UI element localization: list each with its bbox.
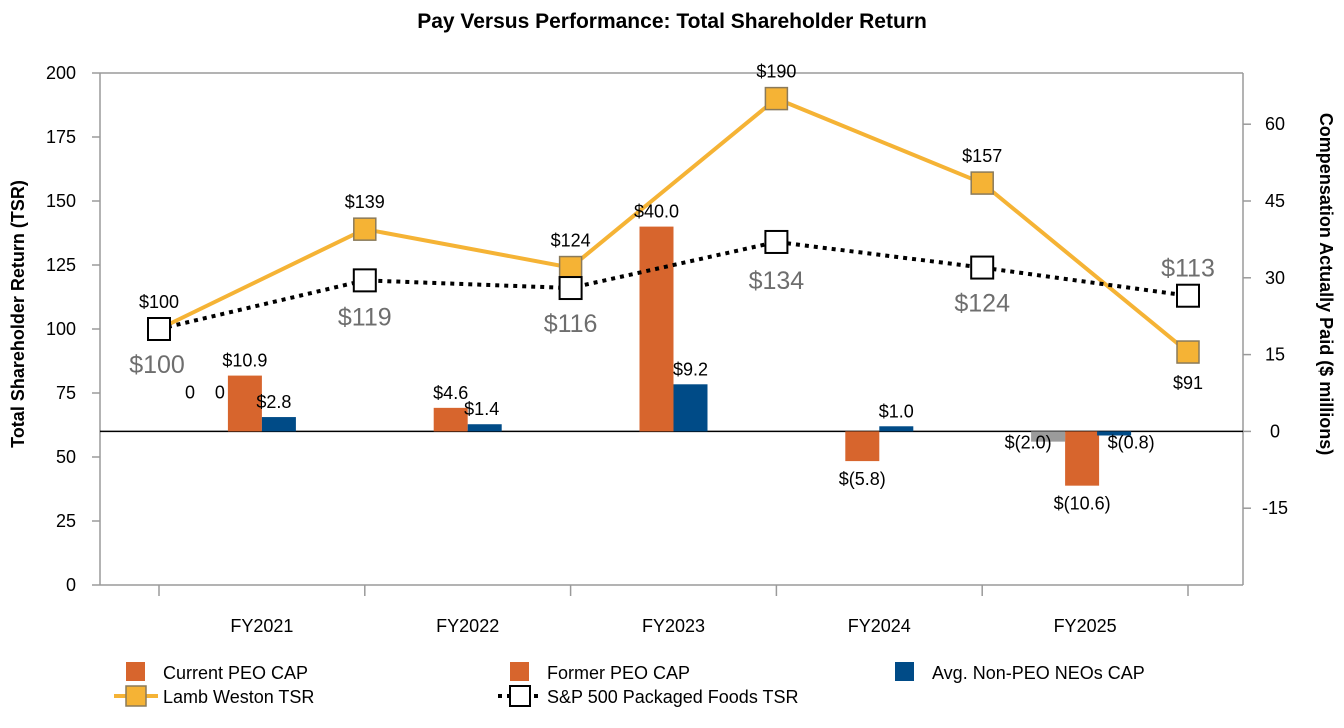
bar-data-label: $9.2 <box>673 359 708 379</box>
sp500-tsr-label: $116 <box>544 310 598 338</box>
lamb-weston-tsr-point <box>970 171 994 195</box>
x-tick-label: FY2022 <box>436 616 499 636</box>
bar-layer <box>227 226 1132 486</box>
legend-swatch <box>126 662 145 681</box>
lamb-weston-tsr-line <box>158 96 1190 354</box>
y2-tick-label: 30 <box>1265 268 1285 288</box>
lamb-weston-tsr-label: $91 <box>1173 373 1203 393</box>
legend-marker <box>125 685 147 707</box>
y2-tick-label: 45 <box>1265 191 1285 211</box>
sp500-tsr-label: $134 <box>749 267 805 295</box>
bar-data-label: $(5.8) <box>839 469 886 489</box>
legend-label: Former PEO CAP <box>547 663 690 683</box>
y2-tick-label: -15 <box>1262 498 1288 518</box>
legend-item: Former PEO CAP <box>510 662 690 683</box>
bar-data-label: $(2.0) <box>1005 432 1052 452</box>
legend: Current PEO CAP Former PEO CAP Avg. Non-PE… <box>114 662 1145 707</box>
legend-label: S&P 500 Packaged Foods TSR <box>547 687 799 707</box>
bar-data-label: $2.8 <box>256 392 291 412</box>
y-tick-label: 50 <box>56 447 76 467</box>
bar-0-0 <box>227 375 262 432</box>
bar-2-3 <box>879 426 914 432</box>
legend-label: Current PEO CAP <box>163 663 308 683</box>
y-tick-label: 0 <box>66 575 76 595</box>
bar-2-1 <box>467 424 502 432</box>
sp500-tsr-label: $113 <box>1161 255 1215 283</box>
y-tick-label: 175 <box>46 127 76 147</box>
x-tick-label: FY2024 <box>848 616 911 636</box>
bar-data-label: $1.0 <box>879 401 914 421</box>
bar-0-4 <box>1065 431 1100 486</box>
bar-data-label: $4.6 <box>433 383 468 403</box>
bar-1-4 <box>1031 431 1066 442</box>
sp500-tsr-point <box>147 317 171 341</box>
x-tick-label: FY2023 <box>642 616 705 636</box>
lamb-weston-tsr-label: $124 <box>551 231 591 251</box>
bar-2-0 <box>261 417 296 432</box>
sp500-tsr-point <box>764 229 789 254</box>
bar-data-label-zero: 0 <box>185 382 195 402</box>
y2-tick-label: 0 <box>1270 421 1280 441</box>
lamb-weston-tsr-point <box>353 217 377 241</box>
y-axis-title: Total Shareholder Return (TSR) <box>8 180 28 448</box>
sp500-tsr-label: $124 <box>954 290 1010 318</box>
legend-item: Lamb Weston TSR <box>114 685 314 707</box>
legend-item: S&P 500 Packaged Foods TSR <box>498 685 799 707</box>
bar-data-label: $1.4 <box>464 399 499 419</box>
bar-data-label: 0 <box>215 382 225 402</box>
legend-swatch <box>895 662 914 681</box>
bar-2-2 <box>673 384 708 432</box>
legend-swatch <box>510 662 529 681</box>
lamb-weston-tsr-point <box>1176 340 1200 364</box>
sp500-packaged-foods-tsr-line <box>158 239 1189 331</box>
bar-0-3 <box>845 431 880 462</box>
lamb-weston-tsr-point <box>764 86 789 111</box>
y-tick-label: 200 <box>46 63 76 83</box>
lamb-weston-tsr-label: $157 <box>962 146 1002 166</box>
bar-data-label: $10.9 <box>222 351 267 371</box>
x-tick-label: FY2025 <box>1054 616 1117 636</box>
lamb-weston-tsr-point <box>558 255 583 280</box>
legend-marker <box>509 685 531 707</box>
bar-0-1 <box>433 407 468 432</box>
chart-title: Pay Versus Performance: Total Shareholde… <box>417 10 927 33</box>
data-label-layer: $10.9 $4.6 $40.0 $(5.8) $(10.6) 0 $(2.0) $2.8 $1… <box>129 62 1215 514</box>
y-tick-label: 150 <box>46 191 76 211</box>
sp500-tsr-point <box>1176 283 1200 308</box>
bar-2-4 <box>1097 431 1132 436</box>
lamb-weston-tsr-label: $100 <box>139 292 179 312</box>
sp500-tsr-point <box>352 268 377 293</box>
x-tick-label: FY2021 <box>230 616 293 636</box>
legend-item: Avg. Non-PEO NEOs CAP <box>895 662 1145 683</box>
y2-tick-label: 15 <box>1265 345 1285 365</box>
legend-label: Avg. Non-PEO NEOs CAP <box>932 663 1145 683</box>
bar-data-label: $40.0 <box>634 202 679 222</box>
sp500-tsr-point <box>558 276 583 301</box>
sp500-tsr-label: $119 <box>338 303 392 331</box>
sp500-tsr-label: $100 <box>129 351 185 379</box>
lamb-weston-tsr-label: $139 <box>345 192 385 212</box>
legend-item: Current PEO CAP <box>126 662 308 683</box>
sp500-tsr-point <box>970 255 995 280</box>
legend-label: Lamb Weston TSR <box>163 687 314 707</box>
y-tick-label: 25 <box>56 511 76 531</box>
y2-tick-label: 60 <box>1265 114 1285 134</box>
y-tick-label: 125 <box>46 255 76 275</box>
bar-data-label: $(0.8) <box>1108 432 1155 452</box>
lamb-weston-tsr-label: $190 <box>756 62 796 82</box>
line-layer <box>147 86 1200 364</box>
bar-data-label: $(10.6) <box>1054 494 1111 514</box>
y-tick-label: 75 <box>56 383 76 403</box>
y2-axis-title: Compensation Actually Paid ($ millions) <box>1316 113 1336 455</box>
bar-0-2 <box>639 226 674 432</box>
y-tick-label: 100 <box>46 319 76 339</box>
